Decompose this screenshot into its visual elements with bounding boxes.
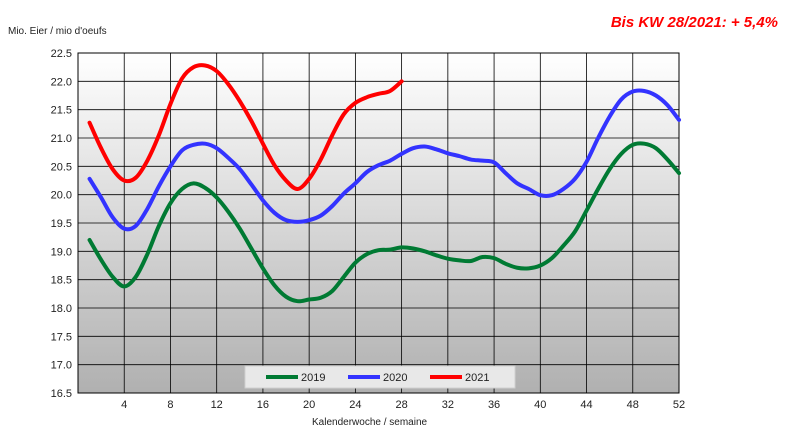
x-tick-label: 52 bbox=[673, 399, 685, 411]
y-tick-label: 16.5 bbox=[51, 388, 72, 400]
legend-label-2020: 2020 bbox=[383, 372, 407, 384]
y-tick-label: 19.5 bbox=[51, 218, 72, 230]
x-tick-label: 48 bbox=[627, 399, 639, 411]
y-tick-label: 20.5 bbox=[51, 161, 72, 173]
y-tick-label: 17.5 bbox=[51, 331, 72, 343]
y-tick-label: 21.5 bbox=[51, 105, 72, 117]
series-line-2021 bbox=[87, 63, 404, 191]
y-tick-label: 18.0 bbox=[51, 303, 72, 315]
x-tick-label: 20 bbox=[303, 399, 315, 411]
x-tick-label: 24 bbox=[349, 399, 361, 411]
x-tick-label: 4 bbox=[121, 399, 127, 411]
x-tick-label: 28 bbox=[395, 399, 407, 411]
x-axis-label: Kalenderwoche / semaine bbox=[312, 417, 428, 428]
y-tick-label: 22.0 bbox=[51, 76, 72, 88]
y-axis-label: Mio. Eier / mio d'oeufs bbox=[8, 26, 107, 37]
y-tick-label: 18.5 bbox=[51, 275, 72, 287]
legend-label-2019: 2019 bbox=[301, 372, 325, 384]
legend: 2019 2020 2021 bbox=[244, 365, 516, 389]
y-tick-label: 22.5 bbox=[51, 48, 72, 60]
x-tick-label: 44 bbox=[580, 399, 592, 411]
y-tick-label: 21.0 bbox=[51, 133, 72, 145]
y-tick-label: 20.0 bbox=[51, 190, 72, 202]
x-tick-label: 36 bbox=[488, 399, 500, 411]
series-lines bbox=[87, 63, 681, 304]
y-tick-labels: 16.5 17.0 17.5 18.0 18.5 19.0 19.5 20.0 20.5 21.0… bbox=[51, 48, 72, 400]
legend-label-2021: 2021 bbox=[465, 372, 489, 384]
chart-annotation: Bis KW 28/2021: + 5,4% bbox=[610, 14, 778, 31]
x-tick-labels: 4 8 12 16 20 24 28 32 36 40 44 48 52 bbox=[121, 399, 685, 411]
y-tick-label: 19.0 bbox=[51, 246, 72, 258]
series-line-2020 bbox=[87, 88, 681, 232]
x-tick-label: 12 bbox=[211, 399, 223, 411]
series-line-2019 bbox=[87, 141, 681, 304]
x-tick-label: 40 bbox=[534, 399, 546, 411]
x-tick-label: 16 bbox=[257, 399, 269, 411]
y-tick-label: 17.0 bbox=[51, 360, 72, 372]
x-tick-label: 32 bbox=[442, 399, 454, 411]
x-tick-label: 8 bbox=[167, 399, 173, 411]
